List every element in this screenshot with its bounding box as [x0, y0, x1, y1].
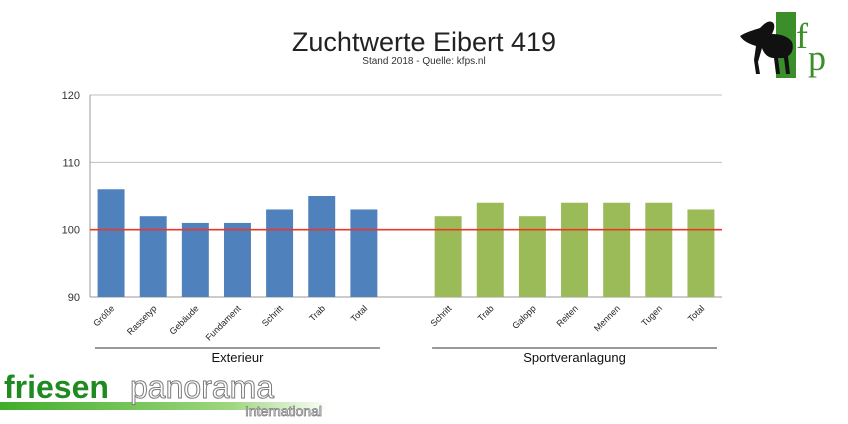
kfp-logo: f p [736, 8, 840, 84]
bar [561, 203, 588, 297]
brand-sub-international: International [245, 403, 322, 419]
x-tick-label: Schritt [428, 303, 453, 328]
brand-word-friesen: friesen [4, 369, 109, 405]
bar [224, 223, 251, 297]
bar [435, 216, 462, 297]
bar [477, 203, 504, 297]
bar [182, 223, 209, 297]
x-tick-label: Reiten [554, 303, 579, 328]
y-tick-label: 90 [68, 292, 80, 304]
bar [645, 203, 672, 297]
x-tick-label: Galopp [510, 303, 538, 331]
x-tick-label: Rassetyp [125, 303, 159, 337]
y-tick-label: 100 [62, 225, 80, 237]
bar [140, 216, 167, 297]
bar [519, 216, 546, 297]
x-tick-label: Mennen [592, 303, 622, 333]
kfp-logo-text-1: f [796, 16, 808, 56]
bar [308, 196, 335, 297]
bar [350, 209, 377, 297]
group-label: Exterieur [211, 350, 264, 365]
y-tick-label: 110 [62, 157, 80, 169]
group-label: Sportveranlagung [523, 350, 626, 365]
friesenpanorama-logo: friesen panorama International [0, 366, 340, 424]
brand-word-panorama: panorama [130, 369, 274, 405]
bar [266, 209, 293, 297]
x-tick-label: Größe [91, 303, 116, 328]
y-tick-label: 120 [62, 90, 80, 102]
x-tick-label: Fundament [204, 303, 244, 343]
bar [98, 189, 125, 297]
kfp-logo-text-2: p [808, 38, 826, 78]
bar [687, 209, 714, 297]
x-tick-label: Schritt [260, 303, 285, 328]
x-tick-label: Tugen [639, 303, 664, 328]
x-tick-label: Total [349, 303, 370, 324]
x-tick-label: Trab [307, 303, 327, 323]
x-tick-label: Total [686, 303, 707, 324]
x-tick-label: Trab [476, 303, 496, 323]
x-tick-label: Gebäude [167, 303, 200, 336]
bar [603, 203, 630, 297]
